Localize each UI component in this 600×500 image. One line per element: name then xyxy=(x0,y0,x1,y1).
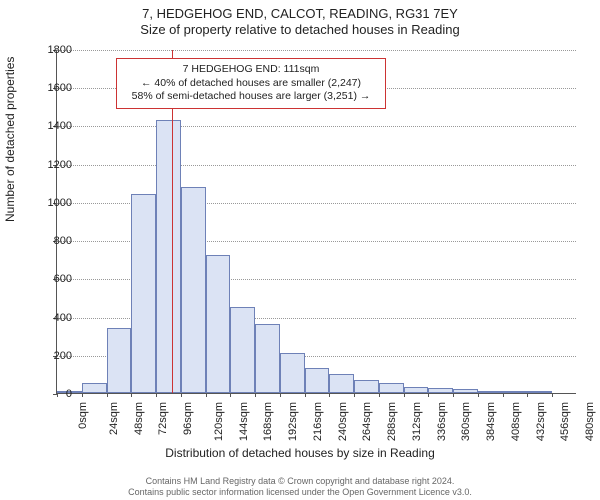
xtick-label: 96sqm xyxy=(182,402,194,435)
chart-title-line1: 7, HEDGEHOG END, CALCOT, READING, RG31 7… xyxy=(0,6,600,21)
xtick-label: 144sqm xyxy=(238,402,250,441)
ytick-label: 800 xyxy=(32,235,72,247)
xtick-mark xyxy=(478,393,479,397)
histogram-bar xyxy=(428,388,453,393)
xtick-mark xyxy=(230,393,231,397)
xtick-label: 264sqm xyxy=(362,402,374,441)
xtick-label: 312sqm xyxy=(411,402,423,441)
footer-line2: Contains public sector information licen… xyxy=(0,487,600,498)
histogram-bar xyxy=(280,353,305,393)
xtick-mark xyxy=(527,393,528,397)
histogram-bar xyxy=(503,391,528,393)
xtick-mark xyxy=(428,393,429,397)
annotation-box: 7 HEDGEHOG END: 111sqm← 40% of detached … xyxy=(116,58,386,109)
xtick-label: 336sqm xyxy=(436,402,448,441)
ytick-label: 1800 xyxy=(32,44,72,56)
xtick-label: 0sqm xyxy=(77,402,89,429)
xtick-mark xyxy=(181,393,182,397)
footer-line1: Contains HM Land Registry data © Crown c… xyxy=(0,476,600,487)
xtick-mark xyxy=(503,393,504,397)
xtick-label: 384sqm xyxy=(485,402,497,441)
histogram-bar xyxy=(181,187,206,393)
xtick-label: 432sqm xyxy=(535,402,547,441)
xtick-label: 216sqm xyxy=(312,402,324,441)
xtick-mark xyxy=(305,393,306,397)
histogram-bar xyxy=(354,380,379,393)
histogram-bar xyxy=(107,328,132,393)
xtick-label: 48sqm xyxy=(133,402,145,435)
histogram-bar xyxy=(305,368,330,393)
grid-line xyxy=(57,50,576,51)
xtick-label: 456sqm xyxy=(560,402,572,441)
ytick-label: 1200 xyxy=(32,159,72,171)
histogram-bar xyxy=(478,391,503,393)
histogram-bar xyxy=(404,387,429,393)
xtick-mark xyxy=(131,393,132,397)
xtick-mark xyxy=(379,393,380,397)
chart-title-block: 7, HEDGEHOG END, CALCOT, READING, RG31 7… xyxy=(0,0,600,37)
ytick-label: 1000 xyxy=(32,197,72,209)
ytick-label: 600 xyxy=(32,273,72,285)
histogram-bar xyxy=(131,194,156,393)
ytick-label: 200 xyxy=(32,350,72,362)
xtick-mark xyxy=(206,393,207,397)
xtick-mark xyxy=(329,393,330,397)
xtick-label: 24sqm xyxy=(108,402,120,435)
xtick-label: 120sqm xyxy=(213,402,225,441)
xtick-mark xyxy=(156,393,157,397)
ytick-label: 400 xyxy=(32,312,72,324)
grid-line xyxy=(57,126,576,127)
xtick-mark xyxy=(453,393,454,397)
xtick-mark xyxy=(552,393,553,397)
xtick-label: 288sqm xyxy=(386,402,398,441)
xtick-mark xyxy=(404,393,405,397)
xtick-mark xyxy=(280,393,281,397)
y-axis-label: Number of detached properties xyxy=(3,57,17,222)
xtick-label: 192sqm xyxy=(287,402,299,441)
xtick-label: 408sqm xyxy=(510,402,522,441)
histogram-bar xyxy=(255,324,280,393)
annotation-line: 58% of semi-detached houses are larger (… xyxy=(123,90,379,104)
chart-footer: Contains HM Land Registry data © Crown c… xyxy=(0,476,600,499)
annotation-line: ← 40% of detached houses are smaller (2,… xyxy=(123,77,379,91)
histogram-bar xyxy=(379,383,404,393)
x-axis-label: Distribution of detached houses by size … xyxy=(0,446,600,460)
histogram-bar xyxy=(82,383,107,393)
ytick-label: 1600 xyxy=(32,82,72,94)
histogram-bar xyxy=(206,255,231,393)
xtick-label: 360sqm xyxy=(461,402,473,441)
xtick-label: 168sqm xyxy=(262,402,274,441)
ytick-label: 1400 xyxy=(32,120,72,132)
xtick-mark xyxy=(107,393,108,397)
xtick-mark xyxy=(255,393,256,397)
histogram-bar xyxy=(329,374,354,393)
xtick-mark xyxy=(354,393,355,397)
histogram-bar xyxy=(527,391,552,393)
xtick-mark xyxy=(82,393,83,397)
xtick-label: 480sqm xyxy=(584,402,596,441)
ytick-label: 0 xyxy=(32,388,72,400)
histogram-bar xyxy=(453,389,478,393)
annotation-line: 7 HEDGEHOG END: 111sqm xyxy=(123,63,379,77)
grid-line xyxy=(57,165,576,166)
histogram-bar xyxy=(156,120,181,393)
histogram-bar xyxy=(230,307,255,393)
xtick-label: 240sqm xyxy=(337,402,349,441)
chart-title-line2: Size of property relative to detached ho… xyxy=(0,22,600,37)
xtick-label: 72sqm xyxy=(157,402,169,435)
